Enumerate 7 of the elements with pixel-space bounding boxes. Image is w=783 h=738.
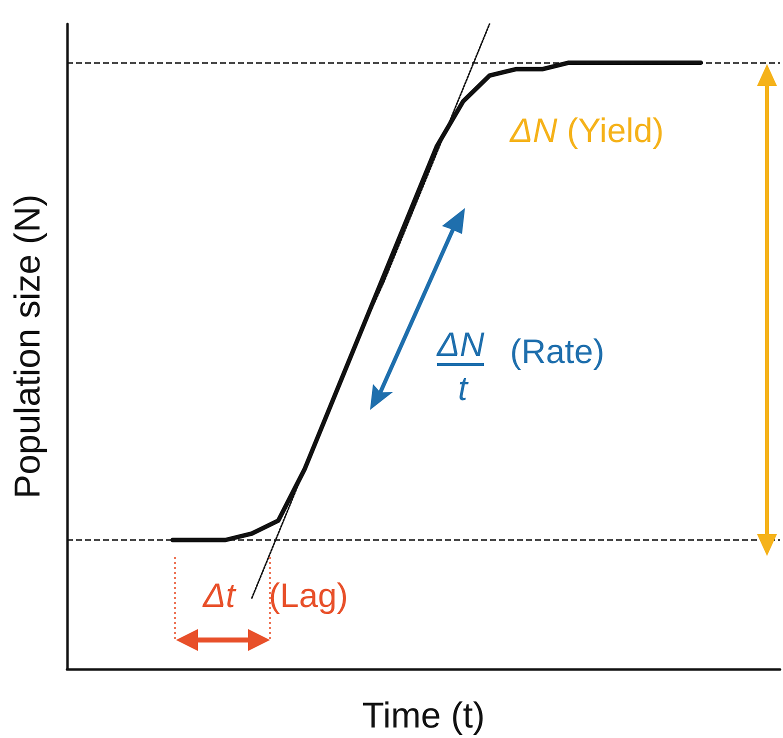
y-axis-title: Population size (N) — [6, 194, 48, 499]
annotation: Δt (Lag) — [203, 577, 348, 616]
annotation: t — [458, 370, 468, 408]
annotation: ΔN (Yield) — [510, 112, 664, 151]
x-axis-title: Time (t) — [362, 694, 485, 736]
annotation: ΔN — [437, 326, 484, 364]
annotation: (Rate) — [510, 333, 604, 372]
